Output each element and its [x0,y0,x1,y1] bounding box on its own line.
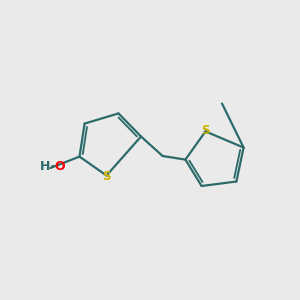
Text: H: H [40,160,50,173]
Text: S: S [102,170,110,184]
Text: O: O [55,160,65,173]
Text: S: S [201,124,209,137]
